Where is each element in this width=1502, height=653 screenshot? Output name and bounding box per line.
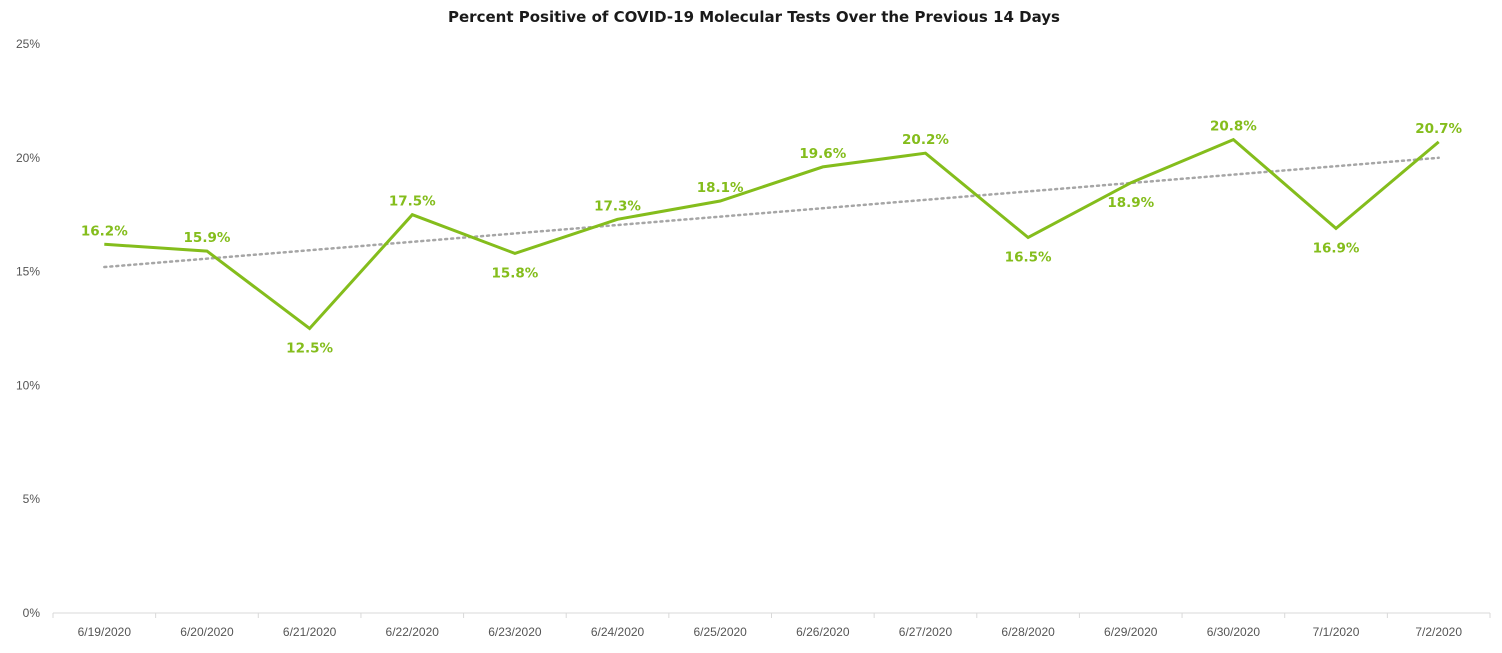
- data-label: 18.1%: [697, 180, 744, 196]
- x-tick-label: 6/22/2020: [386, 625, 440, 639]
- data-label: 16.2%: [81, 223, 128, 239]
- data-label: 16.9%: [1313, 240, 1360, 256]
- data-label: 20.7%: [1415, 121, 1462, 137]
- data-label: 17.5%: [389, 194, 436, 210]
- data-label: 20.8%: [1210, 119, 1257, 135]
- x-tick-label: 6/26/2020: [796, 625, 850, 639]
- x-tick-label: 6/24/2020: [591, 625, 645, 639]
- data-label: 17.3%: [594, 198, 641, 214]
- series-line: [104, 137, 1440, 331]
- x-tick-label: 6/27/2020: [899, 625, 953, 639]
- data-label: 15.8%: [491, 265, 538, 281]
- y-tick-label: 0%: [23, 606, 41, 620]
- data-label: 16.5%: [1005, 249, 1052, 265]
- x-tick-label: 6/28/2020: [1001, 625, 1055, 639]
- x-tick-label: 6/23/2020: [488, 625, 542, 639]
- x-axis: 6/19/2020 6/20/2020 6/21/2020 6/22/2020 6/23…: [52, 612, 1491, 639]
- data-label: 20.2%: [902, 132, 949, 148]
- linear-trendline: [103, 156, 1440, 269]
- x-tick-label: 6/30/2020: [1207, 625, 1261, 639]
- x-tick-label: 6/25/2020: [693, 625, 747, 639]
- x-tick-label: 6/29/2020: [1104, 625, 1158, 639]
- data-label: 12.5%: [286, 341, 333, 357]
- x-tick-label: 7/1/2020: [1313, 625, 1360, 639]
- data-labels: 16.2% 15.9% 12.5% 17.5% 15.8% 17.3% 18.1% 19.6%…: [81, 119, 1463, 357]
- y-axis: 0% 5% 10% 15% 20% 25%: [16, 37, 40, 620]
- data-label: 18.9%: [1107, 195, 1154, 211]
- y-tick-label: 25%: [16, 37, 40, 51]
- x-tick-label: 7/2/2020: [1415, 625, 1462, 639]
- y-tick-label: 20%: [16, 151, 40, 165]
- x-tick-label: 6/19/2020: [78, 625, 132, 639]
- y-tick-label: 5%: [23, 492, 41, 506]
- data-label: 15.9%: [184, 230, 231, 246]
- series-polyline: [104, 137, 1440, 331]
- trendline: [103, 156, 1440, 269]
- chart-title: Percent Positive of COVID-19 Molecular T…: [448, 8, 1060, 26]
- data-label: 19.6%: [799, 146, 846, 162]
- y-tick-label: 10%: [16, 378, 40, 392]
- y-tick-label: 15%: [16, 265, 40, 279]
- x-tick-label: 6/21/2020: [283, 625, 337, 639]
- x-tick-label: 6/20/2020: [180, 625, 234, 639]
